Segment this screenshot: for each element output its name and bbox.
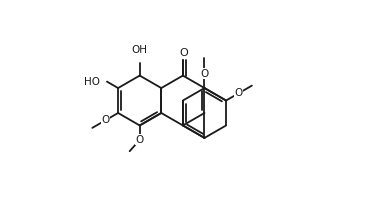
Text: O: O xyxy=(234,88,243,98)
Text: OH: OH xyxy=(132,46,148,56)
Text: HO: HO xyxy=(84,77,100,87)
Text: O: O xyxy=(180,48,189,58)
Text: O: O xyxy=(135,135,144,145)
Text: O: O xyxy=(200,69,209,79)
Text: O: O xyxy=(101,115,110,125)
